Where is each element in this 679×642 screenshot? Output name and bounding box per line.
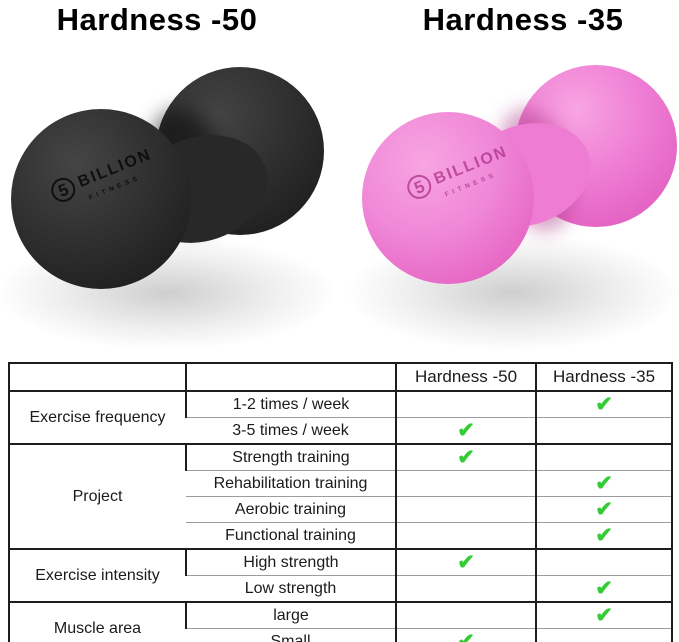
check-cell-h35 (535, 417, 672, 444)
header-hardness-50: Hardness -50 (395, 363, 536, 392)
check-cell-h50: ✔ (395, 443, 536, 471)
check-cell-h35: ✔ (535, 601, 672, 629)
black-peanut-ball-image: 5 BILLION FITNESS (0, 55, 339, 360)
check-cell-h35 (535, 443, 672, 471)
ball-front-sphere (11, 109, 191, 289)
table-row: Exercise frequency 1-2 times / week ✔ (9, 390, 672, 444)
table-row: Aerobic training ✔ (9, 496, 672, 523)
row-label: 1-2 times / week (185, 390, 396, 418)
check-cell-h50 (395, 522, 536, 549)
group-label-exercise-frequency: Exercise frequency (9, 390, 186, 444)
header-hardness-35: Hardness -35 (535, 363, 672, 392)
check-cell-h50: ✔ (395, 417, 536, 444)
row-label: Functional training (186, 522, 396, 549)
row-label: High strength (185, 548, 396, 576)
table-row: 3-5 times / week ✔ (9, 417, 672, 444)
table-row: Muscle area large ✔ (9, 601, 672, 642)
header-empty-cell (9, 363, 186, 392)
check-cell-h50: ✔ (395, 548, 536, 576)
table-row: Exercise intensity High strength ✔ (9, 548, 672, 602)
row-label: Strength training (185, 443, 396, 471)
table-row: Small ✔ (9, 628, 672, 642)
heading-hardness-50: Hardness -50 (56, 2, 258, 37)
row-label: Low strength (186, 575, 396, 602)
group-label-exercise-intensity: Exercise intensity (9, 548, 186, 602)
pink-peanut-ball-image: 5 BILLION FITNESS (340, 55, 679, 360)
table-row: Low strength ✔ (9, 575, 672, 602)
check-cell-h50 (395, 390, 536, 418)
table-row: Project Strength training ✔ (9, 443, 672, 549)
check-cell-h35 (535, 548, 672, 576)
row-label: Aerobic training (186, 496, 396, 523)
table-row: Rehabilitation training ✔ (9, 470, 672, 497)
row-label: Small (186, 628, 396, 642)
group-label-project: Project (9, 443, 186, 549)
check-cell-h35: ✔ (535, 496, 672, 523)
row-label: 3-5 times / week (186, 417, 396, 444)
check-cell-h35: ✔ (535, 575, 672, 602)
check-cell-h50 (395, 496, 536, 523)
check-cell-h50: ✔ (395, 628, 536, 642)
table-header-row: Hardness -50 Hardness -35 (9, 363, 672, 392)
ball-front-sphere (362, 112, 534, 284)
row-label: large (185, 601, 396, 629)
header-empty-cell (185, 363, 396, 392)
check-cell-h35 (535, 628, 672, 642)
check-cell-h35: ✔ (535, 470, 672, 497)
check-cell-h50 (395, 601, 536, 629)
check-cell-h50 (395, 575, 536, 602)
group-label-muscle-area: Muscle area (9, 601, 186, 642)
row-label: Rehabilitation training (186, 470, 396, 497)
table-row: Functional training ✔ (9, 522, 672, 549)
check-cell-h50 (395, 470, 536, 497)
check-cell-h35: ✔ (535, 390, 672, 418)
comparison-table: Hardness -50 Hardness -35 Exercise frequ… (8, 362, 673, 642)
check-cell-h35: ✔ (535, 522, 672, 549)
heading-hardness-35: Hardness -35 (422, 2, 624, 37)
